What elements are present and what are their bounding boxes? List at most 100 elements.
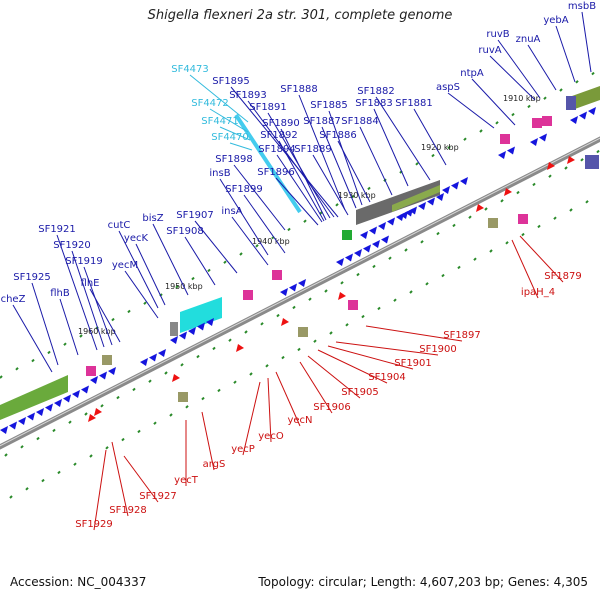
tick-mark [495,121,499,125]
gene-box [243,290,253,300]
gene-label-sf1891: SF1891 [249,102,287,113]
gene-label-sf1920-leader [71,250,105,348]
gene-arrow [547,162,555,170]
gene-label-bisz: bisZ [142,213,163,224]
tick-mark [169,413,173,417]
gene-label-sf1919: SF1919 [65,256,103,267]
tick-mark [559,88,563,92]
gene-arrow [280,288,288,296]
tick-mark [388,256,392,260]
gene-label-sf1888-leader [298,94,346,211]
gene-label-sf1904: SF1904 [368,372,406,383]
tick-mark [249,372,253,376]
gene-arrow [530,138,538,146]
tick-mark [303,219,307,223]
gene-arrow [442,186,450,194]
tick-mark [420,240,424,244]
tick-mark [127,309,131,314]
genome-summary-text: Topology: circular; Length: 4,607,203 bp… [258,575,588,589]
gene-arrow [507,146,515,155]
gene-arrow [149,353,157,362]
tick-mark [431,153,435,158]
gene-arrow [436,193,444,201]
gene-label-sf1905: SF1905 [341,387,379,398]
tick-mark [527,104,531,109]
gene-arrow [99,371,107,380]
tick-mark [223,260,227,264]
gene-arrow [0,426,8,434]
gene-label-ruvb: ruvB [486,29,509,40]
gene-arrow [360,231,368,239]
gene-label-sf1925: SF1925 [13,272,51,283]
gene-label-yeba-leader [555,25,576,83]
tick-mark [585,200,589,204]
gene-label-yecn-leader [275,371,301,427]
gene-arrow [289,283,297,292]
gene-box [542,116,552,126]
tick-mark [329,331,333,335]
gene-label-sf1928: SF1928 [109,505,147,516]
gene-label-sf4473-leader [189,74,249,123]
gene-arrow [372,240,380,248]
gene-label-insa-leader [231,216,269,266]
tick-mark [345,323,349,327]
gene-label-sf1891-leader [267,112,331,219]
gene-label-yecn: yecN [287,415,312,426]
tick-mark [548,174,552,178]
tick-mark [569,208,573,212]
gene-label-yeck-leader [135,243,166,306]
gene-label-znua: znuA [516,34,541,45]
gene-box [178,392,188,402]
gene-arrow [281,318,289,326]
gene-box [585,155,599,169]
gene-label-yecm-leader [124,270,159,319]
tick-mark [308,297,312,301]
tick-mark [511,112,515,117]
gene-label-sf1898-leader [233,164,286,231]
tick-mark [361,314,365,319]
operon-block [392,185,440,212]
gene-label-sf1882-leader [375,96,431,181]
gene-box [348,300,358,310]
gene-label-sf4472: SF4472 [191,98,229,109]
gene-arrow [88,414,96,422]
gene-box [170,322,178,336]
tick-mark [196,354,200,359]
gene-label-sf1882: SF1882 [357,86,395,97]
tick-mark [68,420,72,424]
tick-mark [591,71,595,76]
gene-label-sf1884: SF1884 [341,116,379,127]
gene-label-sf1908: SF1908 [166,226,204,237]
gene-arrow [378,222,386,230]
tick-mark [111,317,115,322]
gene-arrow [72,390,80,398]
gene-box [298,327,308,337]
tick-mark [52,428,56,433]
tick-mark [9,495,13,499]
gene-arrow [81,385,89,394]
gene-label-sf1895: SF1895 [212,76,250,87]
tick-mark [276,313,280,318]
tick-mark [15,367,19,371]
tick-mark [121,437,125,442]
gene-label-sf1904-leader [317,349,388,384]
gene-label-msbb-leader [581,11,592,73]
tick-mark [148,379,152,383]
tick-mark [100,404,104,408]
tick-mark [537,224,541,229]
gene-arrow [94,408,102,416]
gene-label-sf1920: SF1920 [53,240,91,251]
accession-text: Accession: NC_004337 [10,575,147,589]
gene-arrow [45,403,53,412]
gene-label-msbb: msbB [568,1,596,12]
gene-label-sf1908-leader [184,236,216,286]
tick-mark [356,272,360,277]
tick-mark [20,445,24,449]
tick-mark [164,371,168,375]
gene-label-asps: aspS [436,82,460,93]
operon-block [0,375,68,420]
gene-arrow [579,111,587,120]
gene-arrow [409,206,417,215]
gene-label-insb-leader [219,178,269,256]
